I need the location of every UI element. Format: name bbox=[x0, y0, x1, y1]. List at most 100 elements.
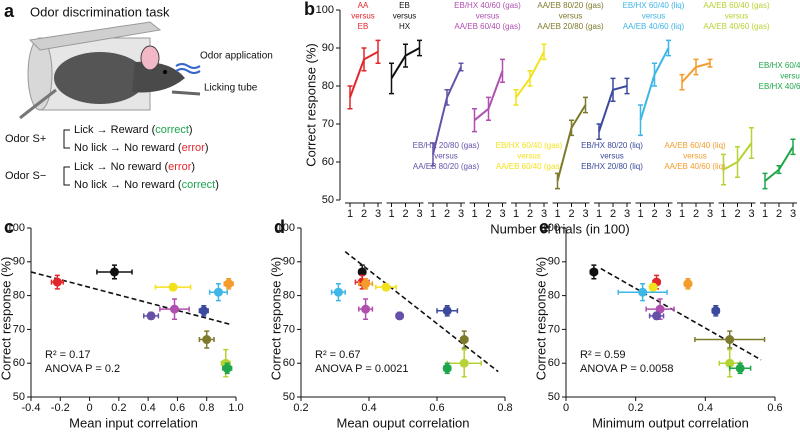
group-label: versus bbox=[780, 72, 800, 81]
point bbox=[725, 335, 735, 345]
x-tick-label: 2 bbox=[610, 208, 616, 220]
action: Lick → No reward ( bbox=[74, 161, 168, 173]
x-tick-label: 1 bbox=[347, 208, 353, 220]
x-tick-label: 3 bbox=[499, 208, 505, 220]
error-bar bbox=[527, 70, 533, 87]
x-tick-label: 2 bbox=[776, 208, 782, 220]
y-axis-title: Correct response (%) bbox=[268, 257, 283, 381]
x-axis-title: Mean input correlation bbox=[69, 415, 198, 430]
point bbox=[222, 363, 232, 373]
point bbox=[109, 267, 119, 277]
x-tick-label: 2 bbox=[568, 208, 574, 220]
x-tick-label: 0.8 bbox=[199, 402, 214, 414]
x-tick-label: 0 bbox=[563, 402, 569, 414]
y-tick-label: 50 bbox=[13, 391, 25, 403]
fit-line bbox=[600, 267, 762, 361]
x-tick-label: 1 bbox=[430, 208, 436, 220]
fit-line bbox=[344, 251, 499, 373]
group-label: versus bbox=[434, 152, 458, 161]
x-tick-label: 1 bbox=[679, 208, 685, 220]
point bbox=[395, 311, 405, 321]
x-tick-label: 2 bbox=[444, 208, 450, 220]
x-tick-label: 3 bbox=[624, 208, 630, 220]
group-label: versus bbox=[476, 12, 500, 21]
point bbox=[381, 282, 391, 292]
error-bar bbox=[790, 138, 796, 156]
x-tick-label: 1 bbox=[513, 208, 519, 220]
point bbox=[459, 335, 469, 345]
outcome: No lick → No reward (error) bbox=[74, 142, 208, 154]
x-tick-label: 2 bbox=[651, 208, 657, 220]
panel-label: d bbox=[274, 217, 285, 237]
y-tick-label: 70 bbox=[548, 323, 560, 335]
rules: Odor S+Lick → Reward (correct)No lick → … bbox=[5, 124, 219, 191]
error-bar bbox=[486, 96, 491, 121]
group-label: AA/EB 20/80 (gas) bbox=[537, 22, 604, 31]
y-axis-title: Correct response (%) bbox=[303, 43, 318, 167]
x-tick-label: 3 bbox=[541, 208, 547, 220]
group-label: EB bbox=[399, 1, 410, 10]
close: ) bbox=[205, 142, 209, 154]
y-tick-label: 80 bbox=[283, 290, 295, 302]
point bbox=[442, 363, 452, 373]
stat-text: R² = 0.17 bbox=[45, 349, 91, 361]
group-label: versus bbox=[642, 12, 666, 21]
group-label: EB bbox=[358, 22, 369, 31]
point bbox=[224, 279, 234, 289]
group-label: versus bbox=[600, 152, 624, 161]
mouse-illustration bbox=[19, 21, 201, 120]
x-tick-label: 1 bbox=[637, 208, 643, 220]
error-bar bbox=[444, 89, 450, 106]
y-tick-label: 90 bbox=[283, 256, 295, 268]
y-tick-label: 90 bbox=[13, 256, 25, 268]
error-bar bbox=[679, 73, 685, 91]
group-label: AA/EB 40/60 (gas) bbox=[703, 22, 770, 31]
x-tick-label: 0.4 bbox=[140, 402, 155, 414]
x-tick-label: 0.2 bbox=[111, 402, 126, 414]
result: correct bbox=[182, 179, 216, 191]
group-label: versus bbox=[393, 12, 417, 21]
group-label: EB/HX 60/40 (gas) bbox=[759, 61, 800, 70]
group-label: AA/EB 40/60 (liq) bbox=[664, 162, 726, 171]
error-bar bbox=[638, 104, 643, 137]
group-label: AA/EB 80/20 (gas) bbox=[537, 1, 604, 10]
error-bar bbox=[361, 47, 367, 72]
x-tick-label: 1 bbox=[596, 208, 602, 220]
x-tick-label: 1 bbox=[762, 208, 768, 220]
group-label: AA/EB 60/40 (gas) bbox=[496, 162, 563, 171]
point bbox=[683, 279, 693, 289]
close: ) bbox=[189, 124, 193, 136]
group-label: AA/EB 60/40 (gas) bbox=[454, 22, 521, 31]
y-axis-title: Correct response (%) bbox=[0, 257, 13, 381]
panel-title: Odor discrimination task bbox=[30, 4, 170, 19]
x-tick-label: -0.4 bbox=[22, 402, 41, 414]
x-tick-label: 3 bbox=[458, 208, 464, 220]
x-tick-label: 0.6 bbox=[767, 402, 782, 414]
error-bar bbox=[693, 58, 699, 76]
x-tick-label: 2 bbox=[485, 208, 491, 220]
y-tick-label: 70 bbox=[13, 323, 25, 335]
point bbox=[213, 287, 223, 297]
y-tick-label: 100 bbox=[277, 222, 295, 234]
action: No lick → No reward ( bbox=[74, 179, 182, 191]
x-tick-label: 3 bbox=[375, 208, 381, 220]
point bbox=[442, 306, 452, 316]
point bbox=[168, 282, 178, 292]
x-axis-title: Mean ouput correlation bbox=[337, 415, 470, 430]
series-line bbox=[764, 146, 794, 182]
x-tick-label: 0.8 bbox=[497, 402, 512, 414]
x-tick-label: 0.6 bbox=[170, 402, 185, 414]
error-bar bbox=[500, 58, 505, 83]
group-label: EB/HX 60/40 (gas) bbox=[496, 141, 563, 150]
result: correct bbox=[155, 124, 189, 136]
group-label: versus bbox=[517, 152, 541, 161]
error-bar bbox=[555, 172, 560, 190]
error-bar bbox=[624, 77, 630, 95]
error-bar bbox=[569, 119, 574, 137]
point bbox=[638, 287, 648, 297]
x-tick-label: 3 bbox=[790, 208, 796, 220]
y-tick-label: 60 bbox=[13, 357, 25, 369]
y-tick-label: 90 bbox=[548, 256, 560, 268]
y-tick-label: 60 bbox=[322, 156, 334, 168]
